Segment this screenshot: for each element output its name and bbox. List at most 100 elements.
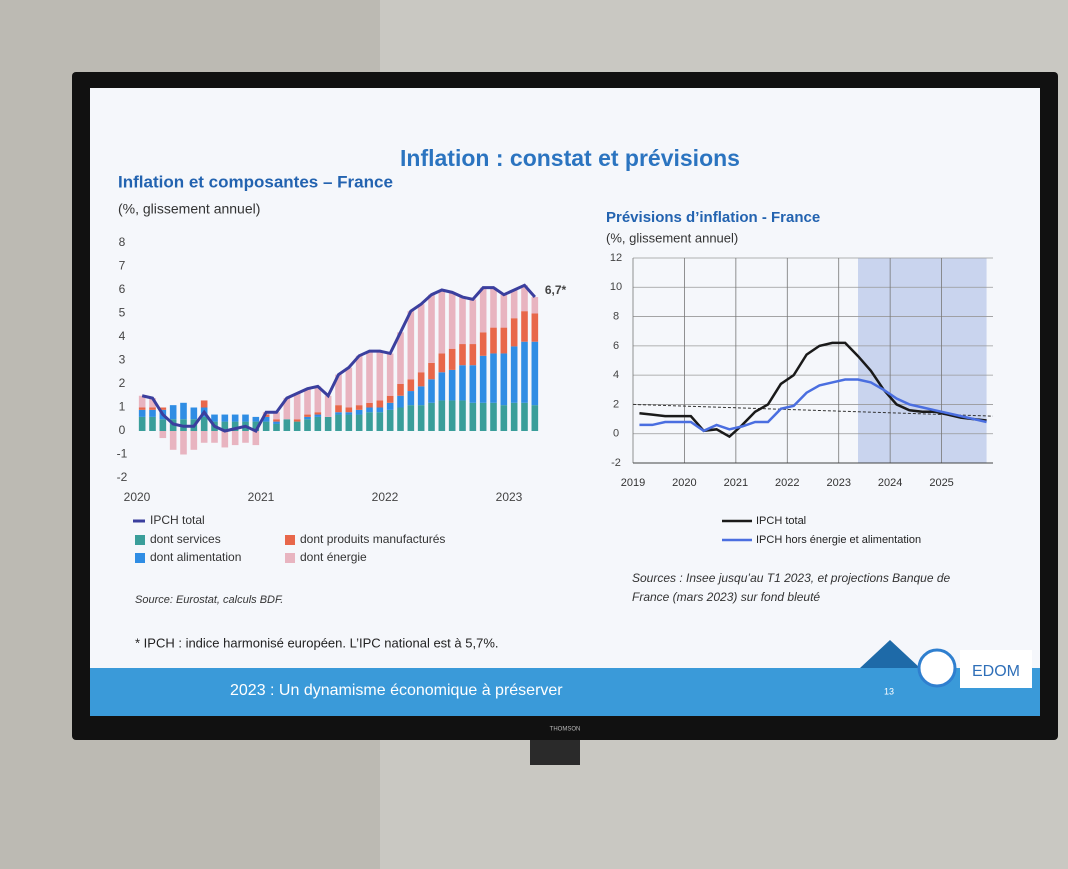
bar-segment: [521, 285, 528, 312]
legend-label: dont services: [150, 532, 221, 546]
bar-segment: [469, 344, 477, 366]
bar-segment: [159, 419, 167, 431]
chart-title: Inflation et composantes – France: [118, 172, 393, 191]
x-tick-label: 2019: [621, 477, 645, 489]
line: [141, 283, 536, 433]
legend-label: IPCH total: [756, 515, 806, 527]
bar-segment: [448, 348, 456, 370]
bar-segment: [273, 419, 280, 422]
bar-segment: [190, 407, 198, 420]
bar-segment: [355, 409, 363, 415]
bar-segment: [314, 412, 322, 415]
bar-segment: [345, 367, 353, 408]
bar-segment: [417, 372, 425, 387]
bar-segment: [355, 355, 363, 406]
bar-segment: [521, 402, 528, 431]
bar-segment: [149, 398, 156, 408]
bar-segment: [314, 386, 322, 413]
bar-segment: [469, 402, 477, 431]
bar-segment: [221, 421, 229, 431]
slide-title: Inflation : constat et prévisions: [400, 145, 740, 171]
bar-segment: [521, 341, 528, 403]
bar-segment: [428, 402, 435, 431]
legend-swatch: [285, 553, 295, 563]
bar-segment: [448, 292, 456, 349]
bar-segment: [510, 290, 518, 319]
bar-segment: [407, 405, 415, 431]
source: Source: Eurostat, calculs BDF.: [135, 594, 283, 606]
bar-segment: [355, 414, 363, 431]
legend-swatch: [135, 553, 145, 563]
y-tick-label: 7: [119, 259, 126, 273]
bar-segment: [459, 344, 466, 366]
x-tick-label: 2020: [672, 477, 696, 489]
x-tick-label: 2023: [496, 490, 523, 504]
bar-segment: [262, 414, 270, 417]
footer-triangle: [860, 640, 920, 668]
y-tick-label: 8: [613, 310, 619, 322]
bar-segment: [386, 395, 394, 403]
bar-segment: [252, 421, 260, 431]
bar-segment: [376, 351, 384, 401]
bar-segment: [448, 369, 456, 401]
bar-segment: [345, 412, 353, 415]
bar-segment: [242, 431, 249, 443]
chart-subtitle: (%, glissement annuel): [118, 201, 260, 217]
bar-segment: [335, 374, 342, 406]
bar-segment: [376, 407, 384, 413]
bar-segment: [283, 419, 291, 431]
bar-segment: [510, 346, 518, 403]
bar-segment: [293, 393, 301, 420]
bar-segment: [438, 290, 446, 354]
bar-segment: [138, 416, 146, 431]
bar-segment: [479, 355, 487, 403]
y-tick-label: 2: [119, 376, 126, 390]
bar-segment: [366, 402, 373, 408]
bar-segment: [335, 414, 342, 431]
footer-text: 2023 : Un dynamisme économique à préserv…: [230, 682, 563, 699]
bar-segment: [417, 304, 425, 373]
bar-segment: [459, 365, 466, 401]
bar-segment: [531, 297, 539, 314]
bar-segment: [293, 419, 301, 422]
bar-segment: [314, 414, 322, 417]
footnote: * IPCH : indice harmonisé européen. L’IP…: [135, 635, 499, 650]
bar-segment: [386, 353, 394, 396]
source: France (mars 2023) sur fond bleuté: [632, 590, 820, 604]
legend-swatch: [135, 535, 145, 545]
bar-segment: [221, 414, 229, 422]
page-number: 13: [884, 686, 894, 696]
bar-segment: [159, 431, 167, 439]
bar-segment: [376, 412, 384, 431]
bar-segment: [397, 332, 404, 384]
bar-segment: [211, 414, 218, 422]
bar-segment: [180, 431, 187, 455]
bar-segment: [231, 431, 239, 446]
legend-label: IPCH total: [150, 513, 205, 527]
bar-segment: [149, 409, 156, 417]
bar-segment: [386, 409, 394, 431]
bar-segment: [314, 416, 322, 431]
y-tick-label: 10: [610, 281, 622, 293]
bar-segment: [324, 395, 332, 417]
y-tick-label: 8: [119, 235, 126, 249]
y-tick-label: -1: [117, 447, 128, 461]
bar-segment: [149, 416, 156, 431]
bar-segment: [138, 407, 146, 410]
x-tick-label: 2022: [372, 490, 399, 504]
bar-segment: [231, 414, 239, 422]
bar-segment: [304, 419, 311, 431]
bar-segment: [180, 402, 187, 420]
bar-segment: [366, 351, 373, 403]
source: Sources : Insee jusqu’au T1 2023, et pro…: [632, 571, 951, 585]
bar-segment: [252, 416, 260, 422]
bar-segment: [407, 311, 415, 380]
bar-segment: [252, 431, 260, 446]
x-tick-label: 2021: [248, 490, 275, 504]
bar-segment: [500, 353, 508, 406]
bar-segment: [397, 407, 404, 431]
bar-segment: [510, 318, 518, 347]
legend-label: dont produits manufacturés: [300, 532, 445, 546]
bar-segment: [273, 423, 280, 431]
bar-segment: [500, 294, 508, 328]
